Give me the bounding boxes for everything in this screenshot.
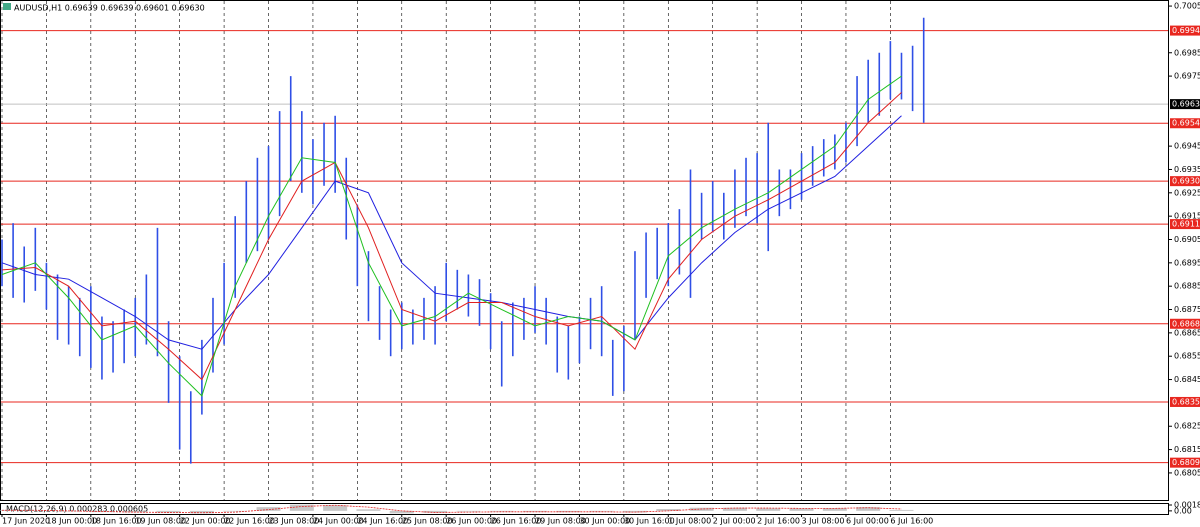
x-tick-label: 19 Jun 08:00 xyxy=(135,517,186,526)
x-tick-label: 2 Jul 00:00 xyxy=(713,517,756,526)
x-tick-label: 18 Jun 16:00 xyxy=(91,517,142,526)
macd-bar xyxy=(556,510,581,513)
macd-bar xyxy=(256,507,281,511)
chart-title: AUDUSD,H1 0.69639 0.69639 0.69601 0.6963… xyxy=(14,4,205,13)
macd-bar xyxy=(756,508,781,511)
macd-bar xyxy=(223,510,248,512)
level-box xyxy=(1170,219,1200,230)
main-frame xyxy=(0,0,1169,501)
level-box xyxy=(1170,25,1200,36)
moving-average xyxy=(1,115,902,350)
x-tick-label: 24 Jun 00:00 xyxy=(313,517,364,526)
moving-average xyxy=(1,92,902,381)
x-tick-label: 22 Jun 00:00 xyxy=(180,517,231,526)
level-label: 0.68354 xyxy=(1172,397,1200,406)
macd-bar xyxy=(589,510,614,512)
macd-bar xyxy=(289,504,314,511)
level-box xyxy=(1170,318,1200,329)
macd-bar xyxy=(489,510,514,512)
x-tick-label: 26 Jun 00:00 xyxy=(446,517,497,526)
x-tick-label: 1 Jul 08:00 xyxy=(668,517,711,526)
x-tick-label: 26 Jun 16:00 xyxy=(491,517,542,526)
current-price-box xyxy=(1170,99,1200,110)
level-label: 0.69548 xyxy=(1172,119,1200,128)
x-tick-label: 2 Jul 16:00 xyxy=(757,517,800,526)
macd-bar xyxy=(722,507,747,511)
macd-signal xyxy=(2,504,902,514)
macd-title: MACD(12,26,9) 0.000283 0.000605 xyxy=(6,505,148,514)
macd-bar xyxy=(23,510,48,512)
x-tick-label: 29 Jun 08:00 xyxy=(535,517,586,526)
macd-bar xyxy=(323,505,348,511)
macd-bar xyxy=(856,507,881,511)
x-tick-label: 30 Jun 16:00 xyxy=(624,517,675,526)
x-tick-label: 24 Jun 16:00 xyxy=(357,517,408,526)
x-tick-label: 3 Jul 08:00 xyxy=(802,517,845,526)
level-box xyxy=(1170,457,1200,468)
symbol-icon xyxy=(3,3,11,10)
x-tick-label: 18 Jun 00:00 xyxy=(46,517,97,526)
macd-bar xyxy=(822,508,847,511)
level-box xyxy=(1170,118,1200,129)
level-label: 0.68094 xyxy=(1172,458,1200,467)
macd-bar xyxy=(656,509,681,511)
moving-average xyxy=(1,75,902,397)
level-box xyxy=(1170,176,1200,187)
macd-bar xyxy=(423,510,448,513)
x-tick-label: 6 Jul 00:00 xyxy=(846,517,889,526)
x-tick-label: 23 Jun 08:00 xyxy=(269,517,320,526)
macd-frame xyxy=(0,503,1169,515)
x-tick-label: 25 Jun 08:00 xyxy=(402,517,453,526)
level-label: 0.68689 xyxy=(1172,319,1200,328)
macd-bar xyxy=(389,510,414,514)
macd-bar xyxy=(123,510,148,513)
y-tick-label: 0.00 xyxy=(1174,506,1192,515)
x-tick-label: 6 Jul 16:00 xyxy=(890,517,933,526)
macd-bar xyxy=(523,510,548,512)
macd-bar xyxy=(356,509,381,511)
y-tick-label: 0.00188 xyxy=(1174,501,1200,510)
macd-bar xyxy=(622,510,647,513)
x-tick-label: 30 Jun 00:00 xyxy=(579,517,630,526)
level-label: 0.69116 xyxy=(1172,220,1200,229)
current-price-label: 0.69630 xyxy=(1172,100,1200,109)
macd-bar xyxy=(189,510,214,514)
macd-bar xyxy=(789,508,814,511)
level-label: 0.69945 xyxy=(1172,26,1200,35)
macd-bar xyxy=(456,510,481,512)
level-box xyxy=(1170,396,1200,407)
x-tick-label: 22 Jun 16:00 xyxy=(224,517,275,526)
macd-bar xyxy=(156,510,181,513)
x-tick-label: 17 Jun 2020 xyxy=(2,517,50,526)
macd-bar xyxy=(889,509,914,511)
